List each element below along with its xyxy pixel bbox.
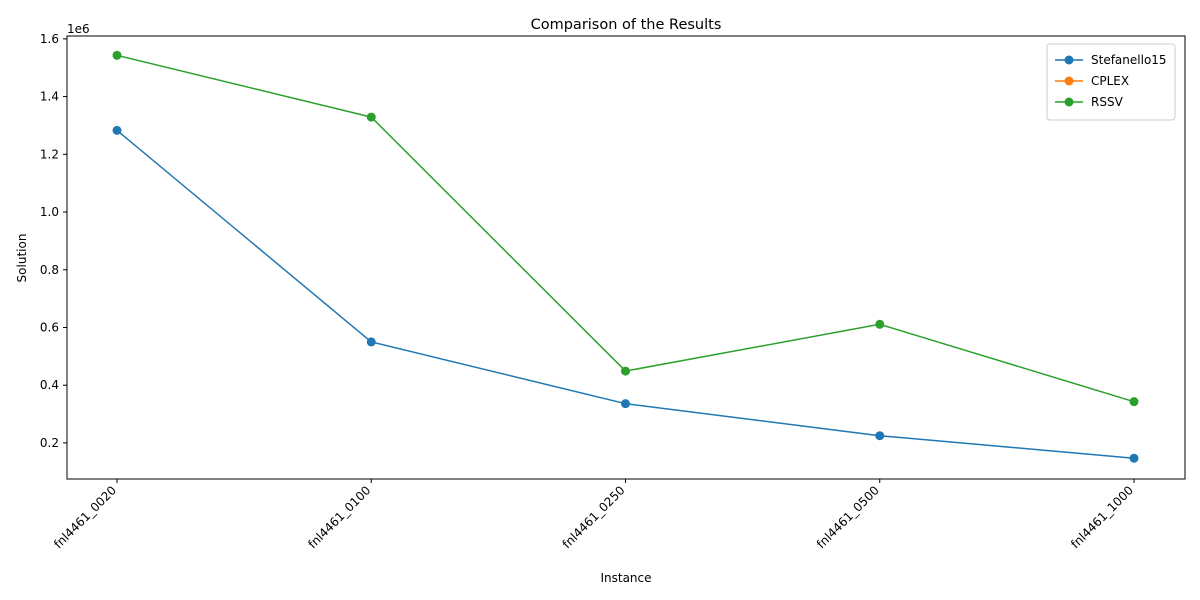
legend-box <box>1046 43 1176 121</box>
y-tick-label: 1.4 <box>40 90 59 104</box>
x-axis-label: Instance <box>600 571 651 585</box>
legend-label-0: Stefanello15 <box>1091 53 1167 67</box>
y-offset-label: 1e6 <box>67 22 90 36</box>
series-0-point-4 <box>1129 453 1139 463</box>
legend-label-2: RSSV <box>1091 95 1124 109</box>
series-0-point-1 <box>366 337 376 347</box>
y-tick-label: 1.2 <box>40 147 59 161</box>
chart-title: Comparison of the Results <box>531 17 722 33</box>
series-2-point-1 <box>366 112 376 122</box>
legend-marker-2 <box>1064 97 1074 107</box>
y-tick-label: 0.2 <box>40 436 59 450</box>
y-axis: 0.2 0.4 0.6 0.8 1.0 1.2 1.4 1.6 <box>40 32 67 450</box>
legend-marker-0 <box>1064 55 1074 65</box>
y-tick-label: 0.6 <box>40 320 59 334</box>
y-axis-label: Solution <box>15 234 29 283</box>
series-0-point-2 <box>621 399 630 409</box>
series-2-point-4 <box>1129 397 1139 407</box>
series-2-point-2 <box>621 366 630 376</box>
y-tick-label: 1.6 <box>40 32 59 46</box>
series-0-point-0 <box>112 125 122 135</box>
y-tick-label: 0.4 <box>40 378 59 392</box>
y-tick-label: 0.8 <box>40 263 59 277</box>
y-tick-label: 1.0 <box>40 205 59 219</box>
series-0-point-3 <box>875 431 885 441</box>
legend: Stefanello15 CPLEX RSSV <box>1046 43 1176 121</box>
series-2-point-3 <box>875 319 885 329</box>
plot-area <box>112 50 1139 463</box>
legend-label-1: CPLEX <box>1091 74 1129 88</box>
series-2-point-0 <box>112 50 122 60</box>
legend-marker-1 <box>1064 76 1074 86</box>
